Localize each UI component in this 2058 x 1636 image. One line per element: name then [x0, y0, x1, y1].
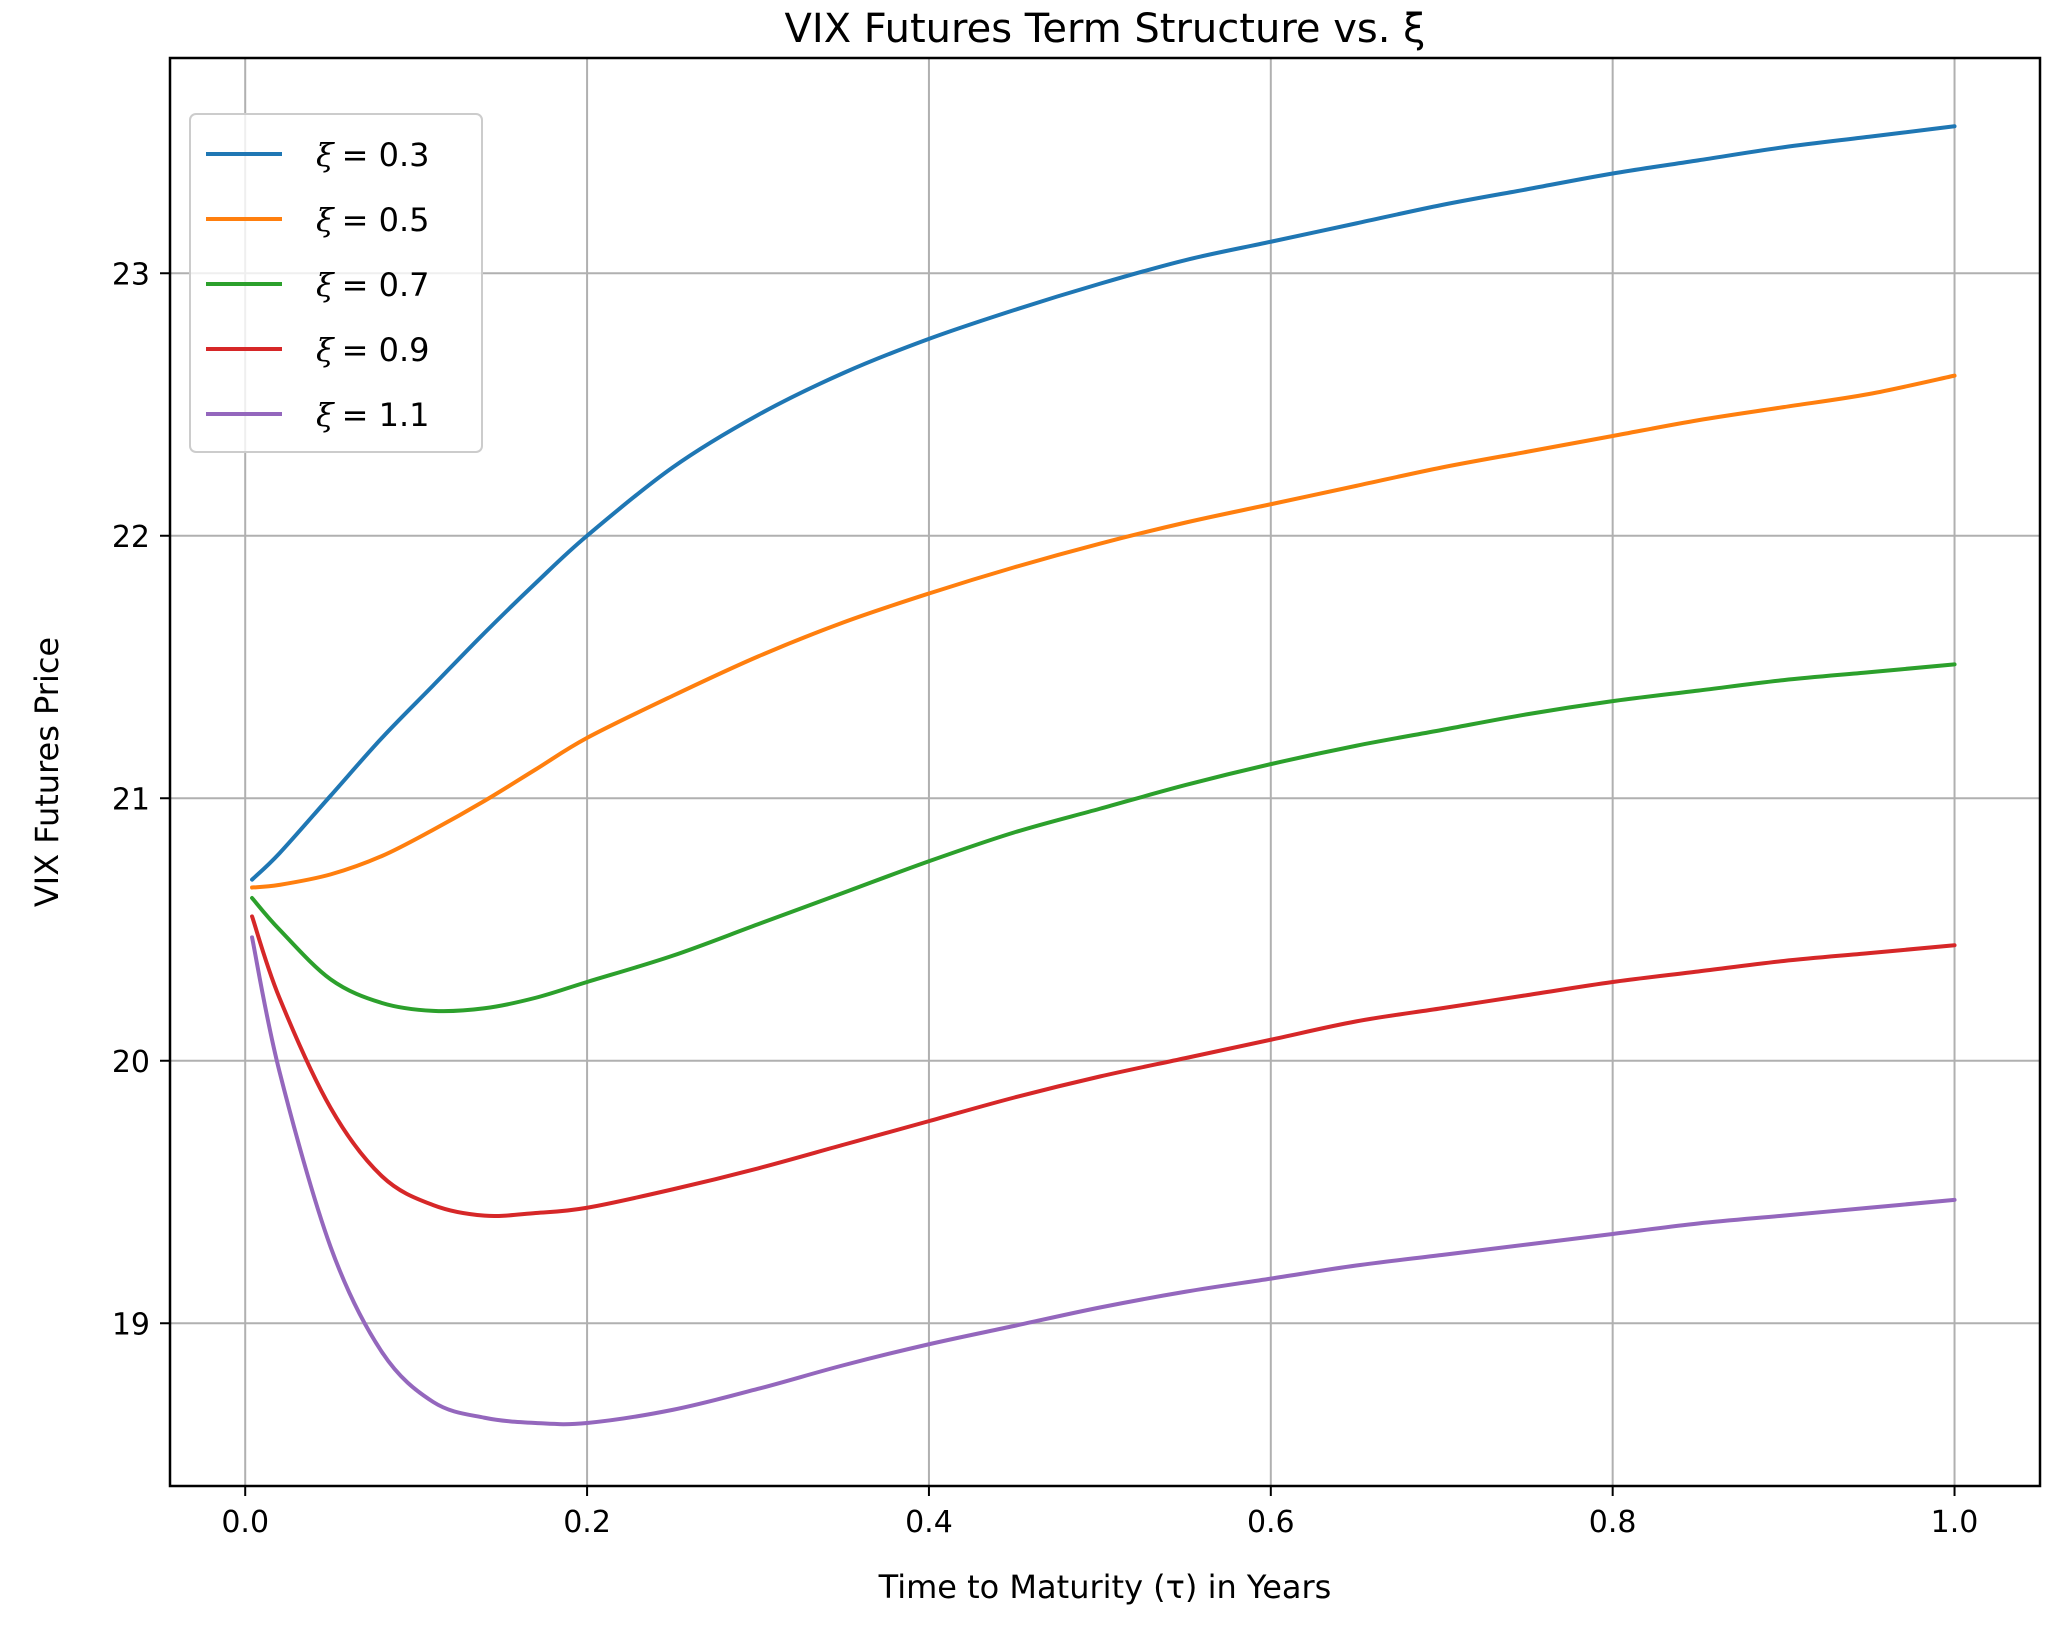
series-line-4 — [250, 935, 1957, 1427]
legend-value: = 0.3 — [342, 136, 430, 174]
legend-symbol: ξ — [316, 266, 335, 304]
legend-value: = 0.9 — [342, 331, 430, 369]
legend-symbol: ξ — [316, 136, 335, 174]
legend-value: = 0.7 — [342, 266, 430, 304]
y-tick-label: 22 — [112, 520, 150, 555]
y-tick-label: 19 — [112, 1307, 150, 1342]
legend-label-1: ξ = 0.5 — [316, 201, 430, 239]
x-tick-label: 0.4 — [905, 1505, 953, 1540]
series-line-2 — [250, 662, 1957, 1014]
legend: ξ = 0.3ξ = 0.5ξ = 0.7ξ = 0.9ξ = 1.1 — [189, 113, 483, 453]
series-line-3 — [250, 914, 1957, 1218]
x-tick-label: 0.6 — [1247, 1505, 1295, 1540]
series-lines — [250, 124, 1957, 1427]
legend-symbol: ξ — [316, 396, 335, 434]
legend-value: = 1.1 — [342, 396, 430, 434]
axis-ticks: 0.0 0.2 0.4 0.6 0.8 1.0 19 20 21 22 23 — [112, 257, 1979, 1540]
legend-label-4: ξ = 1.1 — [316, 396, 430, 434]
y-tick-label: 21 — [112, 782, 150, 817]
legend-label-3: ξ = 0.9 — [316, 331, 430, 369]
legend-symbol: ξ — [316, 331, 335, 369]
x-tick-label: 0.0 — [221, 1505, 269, 1540]
x-tick-label: 1.0 — [1931, 1505, 1979, 1540]
x-axis-title: Time to Maturity (τ) in Years — [878, 1568, 1332, 1606]
x-tick-label: 0.8 — [1589, 1505, 1637, 1540]
y-tick-label: 20 — [112, 1045, 150, 1080]
y-tick-label: 23 — [112, 257, 150, 292]
legend-label-0: ξ = 0.3 — [316, 136, 430, 174]
series-line-0 — [250, 124, 1957, 882]
legend-box — [189, 113, 483, 453]
x-tick-label: 0.2 — [563, 1505, 611, 1540]
legend-symbol: ξ — [316, 201, 335, 239]
legend-label-2: ξ = 0.7 — [316, 266, 430, 304]
plot-frame — [168, 56, 2042, 1488]
legend-value: = 0.5 — [342, 201, 430, 239]
grid — [170, 58, 2040, 1486]
chart-title: VIX Futures Term Structure vs. ξ — [785, 6, 1426, 52]
y-axis-title: VIX Futures Price — [28, 637, 66, 907]
series-line-1 — [250, 373, 1957, 890]
